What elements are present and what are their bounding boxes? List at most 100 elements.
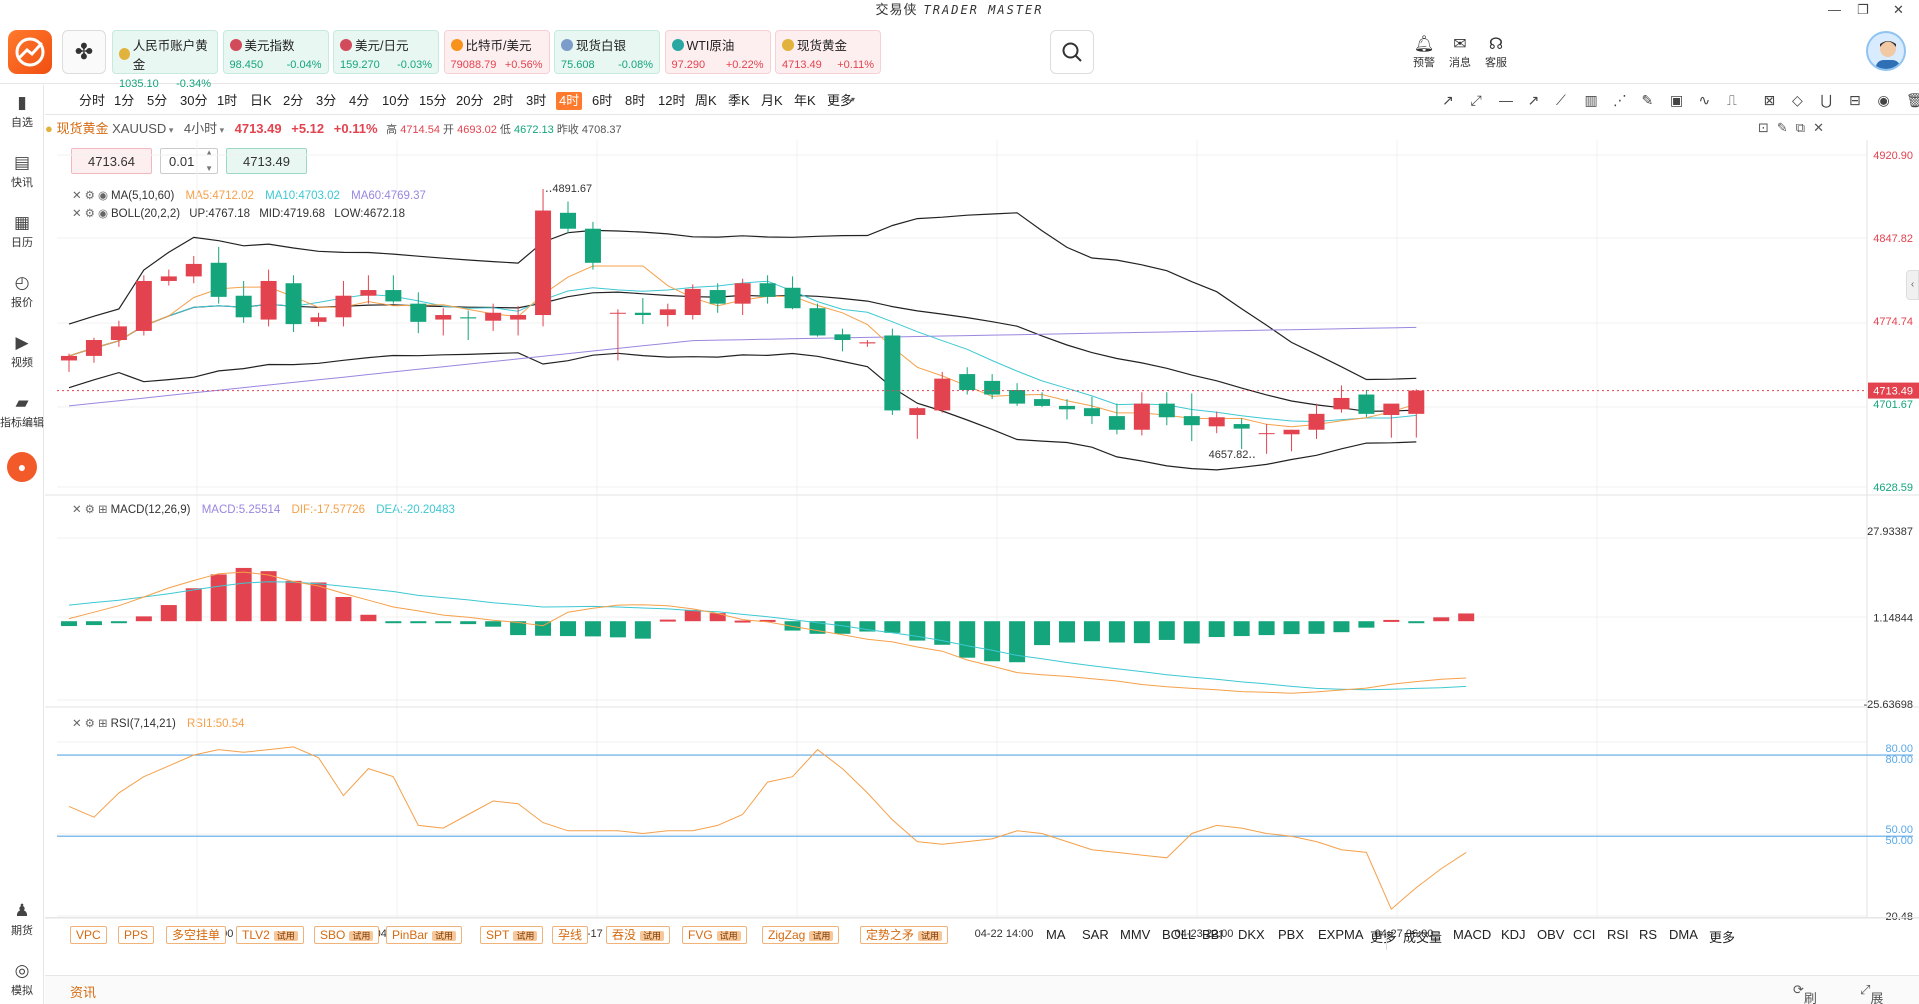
main-indicator-tab[interactable]: 更多 — [1370, 930, 1397, 945]
period-tab[interactable]: 12时 — [658, 93, 686, 108]
main-indicator-tab[interactable]: EXPMA — [1318, 927, 1364, 942]
period-tab[interactable]: 4时 — [556, 92, 583, 110]
restore-icon[interactable]: ❐ — [1857, 2, 1869, 17]
news-tab[interactable]: 资讯 — [70, 985, 97, 1000]
eye-icon[interactable]: ◉ — [97, 208, 108, 220]
main-indicator-tab[interactable]: BBI — [1202, 927, 1223, 942]
period-tab[interactable]: 日K — [250, 93, 272, 108]
gear-icon[interactable]: ⚙ — [84, 718, 95, 730]
alert-button[interactable]: 🔔︎ 预警 — [1409, 36, 1439, 70]
refresh-button[interactable]: ⟳ 刷新 — [1793, 982, 1817, 1004]
period-tab[interactable]: 4分 — [349, 93, 370, 108]
sub-indicator-tab[interactable]: 成交量 — [1403, 930, 1443, 945]
close-icon[interactable]: ✕ — [72, 190, 82, 202]
search-button[interactable] — [1050, 30, 1094, 74]
period-tab[interactable]: 2分 — [283, 93, 304, 108]
sub-indicator-tab[interactable]: RS — [1639, 927, 1658, 942]
sub-indicator-tab[interactable]: MACD — [1453, 927, 1492, 942]
strategy-tag[interactable]: PPS — [118, 926, 155, 944]
lot-size-input[interactable]: 0.01 ▲ ▼ — [160, 148, 218, 174]
sub-indicator-tab[interactable]: DMA — [1669, 927, 1698, 942]
ticker-card[interactable]: 美元/日元 159.270 -0.03% — [333, 30, 439, 74]
period-tab[interactable]: 1分 — [114, 93, 135, 108]
gear-icon[interactable]: ⚙ — [84, 208, 95, 220]
sidebar-item-video[interactable]: ▶ 视频 — [0, 332, 44, 370]
close-icon[interactable]: ✕ — [72, 504, 82, 516]
drawing-tool-icon[interactable]: ◇ — [1792, 92, 1803, 108]
strategy-tag[interactable]: VPC — [70, 926, 107, 944]
chevron-down-icon[interactable]: ▾ — [217, 125, 227, 135]
strategy-tag[interactable]: SPT 试用 — [480, 926, 544, 944]
close-icon[interactable]: ✕ — [72, 718, 82, 730]
period-tab[interactable]: 3时 — [526, 93, 547, 108]
period-tab[interactable]: 6时 — [592, 93, 613, 108]
period-tab[interactable]: 30分 — [180, 93, 208, 108]
drawing-tool-icon[interactable]: ⊟ — [1849, 92, 1861, 108]
strategy-tag[interactable]: 吞没 试用 — [606, 926, 671, 944]
sidebar-item-replay[interactable]: ● — [0, 452, 44, 484]
close-icon[interactable]: ✕ — [72, 208, 82, 220]
period-tab[interactable]: 20分 — [456, 93, 484, 108]
drawing-tool-icon[interactable]: ▣ — [1670, 92, 1684, 108]
gear-icon[interactable]: ⚙ — [84, 190, 95, 202]
ticker-card[interactable]: WTI原油 97.290 +0.22% — [664, 30, 771, 74]
main-indicator-tab[interactable]: BOLL — [1162, 927, 1196, 942]
period-tab[interactable]: 15分 — [419, 93, 447, 108]
period-tab[interactable]: 1时 — [217, 93, 238, 108]
symbol-name[interactable]: 现货黄金 — [56, 121, 109, 136]
sell-price-button[interactable]: 4713.64 — [71, 148, 152, 174]
avatar[interactable] — [1866, 31, 1906, 71]
strategy-tag[interactable]: ZigZag 试用 — [762, 926, 840, 944]
close-icon[interactable]: ✕ — [1893, 2, 1904, 17]
sub-indicator-tab[interactable]: OBV — [1537, 927, 1565, 942]
main-indicator-tab[interactable]: MMV — [1120, 927, 1151, 942]
symbol-code[interactable]: XAUUSD — [112, 121, 167, 136]
ticker-card[interactable]: 人民币账户黄金 1035.10 -0.34% — [112, 30, 218, 90]
sub-indicator-tab[interactable]: CCI — [1573, 927, 1596, 942]
symbol-period[interactable]: 4小时 — [183, 121, 218, 136]
message-button[interactable]: ✉ 消息 — [1445, 36, 1475, 70]
sidebar-item-indicator[interactable]: ▰ 指标编辑 — [0, 392, 44, 430]
drawing-tool-icon[interactable]: — — [1499, 92, 1513, 108]
period-tab[interactable]: 10分 — [382, 93, 410, 108]
drawing-tool-icon[interactable]: ◉ — [1877, 92, 1890, 108]
period-tab[interactable]: 分时 — [79, 93, 106, 108]
sidebar-item-futures[interactable]: ♟ 期货 — [0, 900, 44, 938]
drawing-tool-icon[interactable]: 🗑︎ — [1906, 92, 1919, 108]
chevron-down-icon[interactable]: ▾ — [851, 95, 856, 104]
period-tab[interactable]: 8时 — [625, 93, 646, 108]
main-indicator-tab[interactable]: MA — [1046, 927, 1066, 942]
period-tab[interactable]: 季K — [728, 93, 750, 108]
strategy-tag[interactable]: TLV2 试用 — [236, 926, 304, 944]
minimize-icon[interactable]: — — [1828, 2, 1841, 17]
period-tab[interactable]: 更多 — [827, 93, 854, 108]
sidebar-item-gamepad[interactable]: ◎ 模拟 — [0, 960, 44, 998]
strategy-tag[interactable]: 定势之矛 试用 — [860, 926, 949, 944]
period-tab[interactable]: 2时 — [493, 93, 514, 108]
drawing-tool-icon[interactable]: ⊠ — [1763, 92, 1776, 108]
main-indicator-tab[interactable]: SAR — [1082, 927, 1109, 942]
buy-price-button[interactable]: 4713.49 — [226, 148, 307, 174]
period-tab[interactable]: 3分 — [316, 93, 337, 108]
drawing-tool-icon[interactable]: ↗ — [1442, 92, 1454, 108]
main-indicator-tab[interactable]: DKX — [1238, 927, 1265, 942]
sidebar-item-news[interactable]: ▤ 快讯 — [0, 152, 44, 190]
main-indicator-tab[interactable]: PBX — [1278, 927, 1305, 942]
sub-indicator-tab[interactable]: KDJ — [1501, 927, 1526, 942]
sidebar-item-bookmark[interactable]: ▮ 自选 — [0, 92, 44, 130]
sidebar-item-quote[interactable]: ◴ 报价 — [0, 272, 44, 310]
ticker-card[interactable]: 现货黄金 4713.49 +0.11% — [775, 30, 881, 74]
strategy-tag[interactable]: SBO 试用 — [314, 926, 380, 944]
period-tab[interactable]: 月K — [761, 93, 783, 108]
expand-news-button[interactable]: ⤢ 展开 — [1860, 982, 1884, 1004]
ticker-card[interactable]: 比特币/美元 79088.79 +0.56% — [443, 30, 550, 74]
strategy-tag[interactable]: FVG 试用 — [682, 926, 747, 944]
strategy-tag[interactable]: PinBar 试用 — [386, 926, 463, 944]
drawing-tool-icon[interactable]: ∿ — [1698, 92, 1711, 108]
expand-icon[interactable]: ⊞ — [97, 504, 108, 516]
drawing-tool-icon[interactable]: ⎍ — [1727, 92, 1737, 108]
chart-header-tools[interactable]: ⊡✎⧉✕ — [1758, 120, 1832, 135]
app-logo[interactable] — [8, 30, 52, 74]
drawing-tool-icon[interactable]: ▥ — [1584, 92, 1598, 108]
